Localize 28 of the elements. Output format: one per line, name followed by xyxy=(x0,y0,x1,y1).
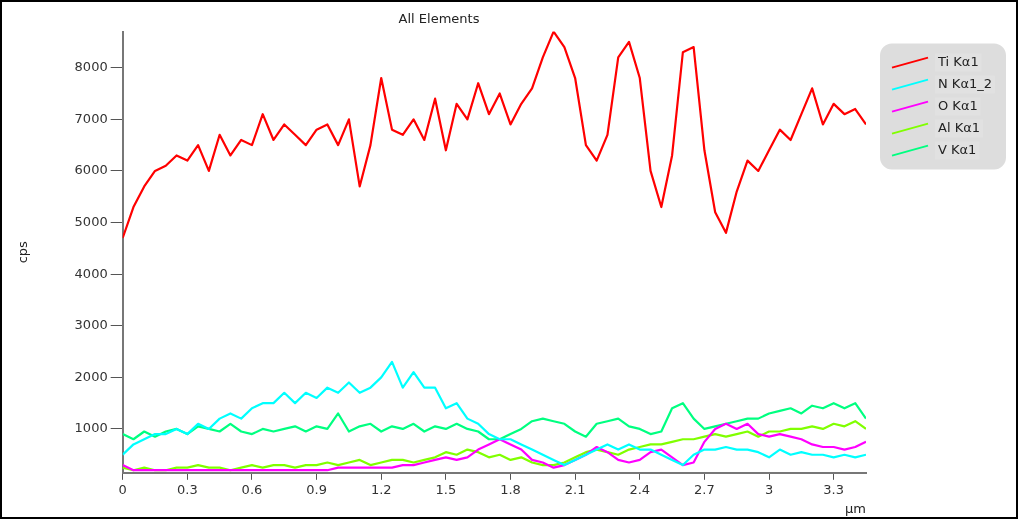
y-tick-label: 6000 xyxy=(74,162,108,178)
y-tick-label: 7000 xyxy=(74,110,108,126)
x-tick-label: 0 xyxy=(118,481,127,497)
y-tick-label: 4000 xyxy=(74,265,108,281)
x-tick-label: 3 xyxy=(764,481,774,497)
legend-label: V Kα1 xyxy=(938,141,977,157)
x-axis-title: μm xyxy=(845,500,866,516)
legend-label: Ti Kα1 xyxy=(937,53,979,69)
chart-title: All Elements xyxy=(398,11,480,27)
x-tick-label: 0.6 xyxy=(241,481,263,497)
x-tick-label: 1.2 xyxy=(370,481,392,497)
y-axis-title: cps xyxy=(15,240,31,264)
y-tick-label: 1000 xyxy=(74,420,108,436)
y-tick-label: 3000 xyxy=(74,317,108,333)
y-tick-label: 5000 xyxy=(74,213,108,229)
x-tick-label: 2.1 xyxy=(564,481,586,497)
x-tick-label: 0.9 xyxy=(306,481,327,497)
legend-label: O Kα1 xyxy=(938,97,978,113)
x-tick-label: 2.7 xyxy=(694,481,715,497)
legend-label: N Kα1_2 xyxy=(938,75,992,91)
legend-label: Al Kα1 xyxy=(938,119,981,135)
x-tick-label: 3.3 xyxy=(823,481,845,497)
x-tick-label: 1.8 xyxy=(500,481,521,497)
x-tick-label: 2.4 xyxy=(629,481,651,497)
x-tick-label: 0.3 xyxy=(176,481,198,497)
y-tick-label: 2000 xyxy=(74,368,108,384)
y-tick-label: 8000 xyxy=(74,59,108,75)
x-tick-label: 1.5 xyxy=(435,481,457,497)
